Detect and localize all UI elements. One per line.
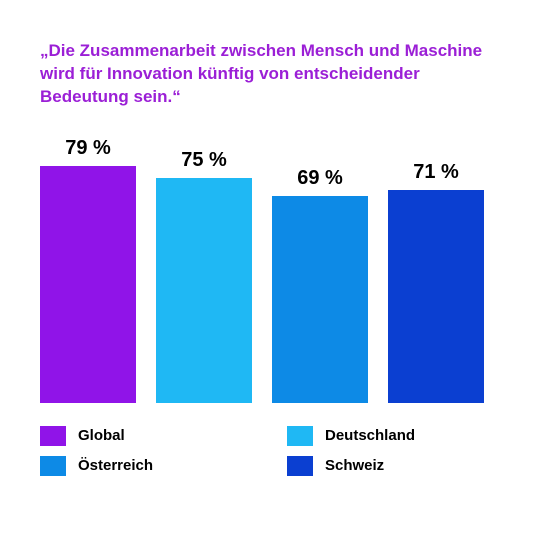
bar-col: 69 % [272,167,368,403]
legend-item: Global [40,426,257,446]
legend-label: Deutschland [325,427,415,444]
bar-chart: 79 % 75 % 69 % 71 % [40,137,504,404]
bar-value-label: 69 % [297,167,343,190]
legend-item: Schweiz [287,456,504,476]
legend-label: Global [78,427,125,444]
legend-swatch [40,426,66,446]
bar-col: 79 % [40,137,136,403]
legend-item: Österreich [40,456,257,476]
bar-value-label: 71 % [413,161,459,184]
chart-title: „Die Zusammenarbeit zwischen Mensch und … [40,40,504,109]
bar [388,190,484,403]
legend-label: Österreich [78,457,153,474]
legend: Global Deutschland Österreich Schweiz [40,426,504,476]
bar [40,166,136,403]
legend-swatch [40,456,66,476]
legend-swatch [287,456,313,476]
bar-value-label: 79 % [65,137,111,160]
legend-swatch [287,426,313,446]
legend-item: Deutschland [287,426,504,446]
bar [272,196,368,403]
legend-label: Schweiz [325,457,384,474]
bar [156,178,252,403]
bar-col: 71 % [388,161,484,403]
bar-value-label: 75 % [181,149,227,172]
bar-col: 75 % [156,149,252,403]
